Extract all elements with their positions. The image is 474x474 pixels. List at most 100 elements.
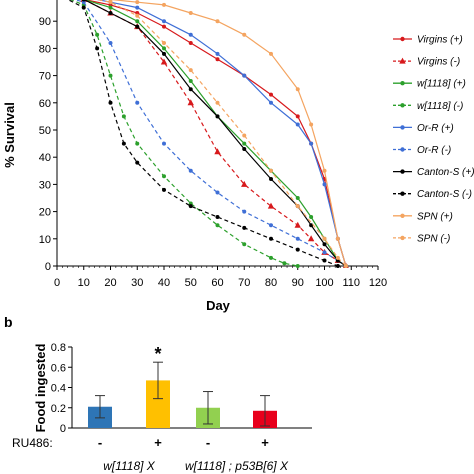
- category-label-4: +: [261, 435, 269, 450]
- group-label-2: w[1118] ; p53B[6] X: [185, 459, 289, 473]
- data-point-w-1118: [242, 242, 247, 247]
- data-point-canton-s: [188, 87, 193, 92]
- data-point-virgins: [241, 180, 248, 187]
- data-point-w-1118: [215, 223, 220, 228]
- data-point-canton-s: [108, 11, 113, 16]
- data-point-canton-s: [322, 258, 327, 263]
- y-tick-label: 80: [39, 43, 51, 55]
- data-point-spn: [322, 168, 327, 173]
- x-tick-label: 0: [54, 277, 60, 289]
- data-point-or-r: [188, 168, 193, 173]
- legend-label-w-1118: w[1118] (-): [417, 101, 463, 112]
- data-point-canton-s: [335, 264, 340, 268]
- data-point-or-r: [215, 51, 220, 56]
- data-point-canton-s: [269, 176, 273, 181]
- legend-marker-or-r: [400, 125, 405, 130]
- category-label-3: -: [206, 435, 210, 450]
- data-point-canton-s: [81, 5, 86, 10]
- data-point-virgins: [188, 40, 193, 45]
- y-tick-label: 60: [39, 98, 51, 110]
- series-line-canton-s: [83, 0, 347, 267]
- x-tick-label: 30: [131, 277, 143, 289]
- data-point-virgins: [269, 92, 273, 97]
- data-point-virgins: [307, 235, 315, 242]
- legend-marker-w-1118: [400, 103, 405, 108]
- y-tick-label: 0.2: [51, 403, 66, 415]
- data-point-canton-s: [162, 187, 166, 192]
- data-point-canton-s: [322, 242, 327, 247]
- data-point-canton-s: [242, 225, 247, 230]
- data-point-spn: [188, 11, 193, 16]
- y-tick-label: 0: [45, 261, 51, 273]
- data-point-virgins: [294, 221, 301, 228]
- data-point-w-1118: [242, 141, 247, 146]
- data-point-or-r: [162, 141, 166, 146]
- data-point-or-r: [269, 100, 273, 105]
- legend-label-canton-s: Canton-S (-): [417, 189, 472, 200]
- x-tick-label: 80: [265, 277, 277, 289]
- x-tick-label: 20: [104, 277, 116, 289]
- data-point-canton-s: [242, 147, 247, 152]
- x-tick-label: 10: [78, 277, 90, 289]
- data-point-or-r: [309, 141, 314, 146]
- legend-label-virgins: Virgins (-): [417, 57, 460, 68]
- data-point-w-1118: [162, 46, 166, 51]
- x-tick-label: 60: [211, 277, 223, 289]
- significance-marker-2: *: [154, 344, 161, 364]
- data-point-or-r: [188, 32, 193, 37]
- data-point-or-r: [215, 190, 220, 195]
- survival-chart: 0 10 20 30 40 50 60 70 80 90 0 10 20 30 40 50 60 70 80 90 10…: [2, 0, 474, 313]
- y-tick-label: 20: [39, 207, 51, 219]
- data-point-virgins: [215, 57, 220, 62]
- y-axis-title: Food ingested: [33, 344, 48, 433]
- legend-marker-or-r: [400, 147, 405, 152]
- x-axis-title: Day: [206, 298, 231, 313]
- data-point-or-r: [322, 182, 327, 187]
- data-point-or-r: [242, 209, 247, 214]
- y-tick-label: 90: [39, 16, 51, 28]
- data-point-canton-s: [295, 247, 300, 252]
- data-point-virgins: [162, 24, 166, 29]
- data-point-canton-s: [269, 236, 273, 241]
- data-point-canton-s: [135, 160, 140, 165]
- data-point-spn: [335, 255, 340, 260]
- data-point-spn: [162, 2, 166, 7]
- legend-marker-virgins: [399, 57, 406, 64]
- data-point-w-1118: [108, 5, 113, 10]
- data-point-canton-s: [215, 215, 220, 220]
- data-point-w-1118: [269, 255, 273, 260]
- y-tick-label: 0: [60, 423, 66, 435]
- data-point-w-1118: [95, 32, 100, 37]
- category-label-2: +: [154, 435, 162, 450]
- legend-marker-w-1118: [400, 81, 405, 86]
- data-point-w-1118: [295, 264, 300, 268]
- data-point-canton-s: [162, 51, 166, 56]
- data-point-spn: [242, 32, 247, 37]
- x-tick-label: 120: [369, 277, 387, 289]
- data-point-spn: [295, 87, 300, 92]
- data-point-or-r: [242, 73, 247, 78]
- y-tick-label: 0.4: [51, 383, 66, 395]
- y-tick-label: 50: [39, 125, 51, 137]
- data-point-spn: [135, 0, 140, 5]
- y-tick-label: 10: [39, 234, 51, 246]
- x-tick-label: 40: [158, 277, 170, 289]
- data-point-canton-s: [108, 100, 113, 105]
- panel-label: b: [4, 314, 13, 330]
- data-point-spn: [215, 100, 220, 105]
- legend-label-or-r: Or-R (-): [417, 145, 451, 156]
- y-axis-title: % Survival: [2, 102, 17, 168]
- data-point-virgins: [160, 58, 168, 65]
- legend-label-w-1118: w[1118] (+): [417, 79, 466, 90]
- data-point-or-r: [269, 223, 273, 228]
- data-point-or-r: [135, 5, 140, 10]
- category-label-1: -: [98, 435, 102, 450]
- group-label-1: w[1118] X: [103, 459, 156, 473]
- data-point-w-1118: [135, 141, 140, 146]
- legend-marker-virgins: [400, 36, 405, 42]
- data-point-or-r: [108, 40, 113, 45]
- series-line-or-r: [96, 0, 347, 267]
- data-point-virgins: [187, 99, 194, 106]
- series-line-or-r: [74, 0, 347, 267]
